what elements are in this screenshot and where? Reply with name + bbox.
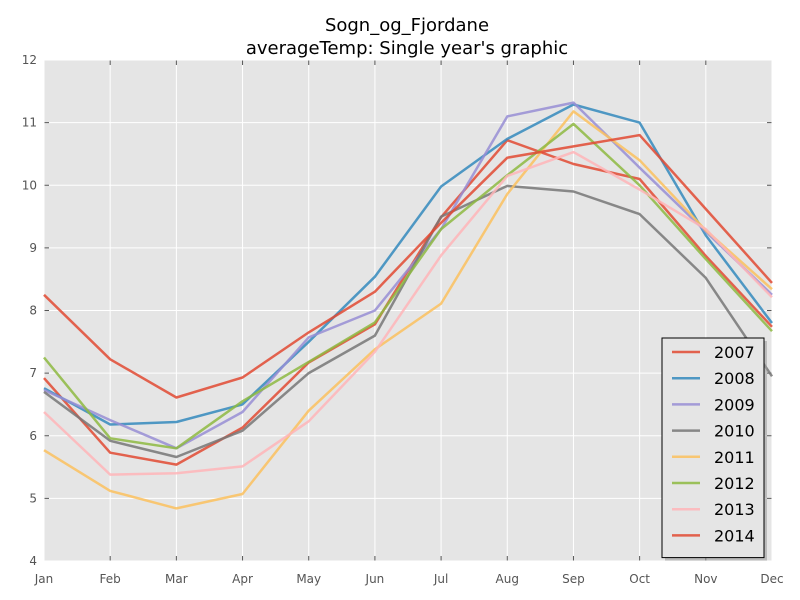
x-tick-label: Sep [562,572,585,586]
y-tick-label: 5 [29,491,37,505]
x-tick-label: Jun [365,572,385,586]
axes: Jan Feb Mar Apr May Jun Jul Aug Sep Oct Nov Dec 4 5 6 7… [22,53,784,586]
series-lines [43,101,774,510]
x-tick-label: Oct [629,572,650,586]
series-line-2011 [43,110,773,510]
legend[interactable]: 2007 2008 2009 2010 2011 2012 2013 2014 [661,337,767,561]
legend-label-2012: 2012 [714,474,755,493]
x-tick-label: Jul [433,572,448,586]
y-tick-label: 9 [29,241,37,255]
x-tick-label: Apr [232,572,253,586]
y-tick-label: 6 [29,429,37,443]
y-tick-label: 12 [22,53,37,67]
y-tick-label: 7 [29,366,37,380]
series-line-2013 [43,150,773,476]
chart-subtitle: averageTemp: Single year's graphic [246,38,568,59]
series-line-2009 [43,101,773,450]
x-tick-label: Mar [165,572,188,586]
x-tick-label: Feb [100,572,121,586]
x-tick-label: Dec [760,572,783,586]
legend-label-2011: 2011 [714,448,755,467]
x-tick-label: May [296,572,321,586]
plot-frame [43,59,773,562]
y-tick-label: 4 [29,554,37,568]
legend-box [661,337,765,559]
legend-label-2007: 2007 [714,343,755,362]
legend-label-2013: 2013 [714,500,755,519]
legend-label-2010: 2010 [714,422,755,441]
chart-title: Sogn_og_Fjordane [325,15,489,36]
x-tick-label: Nov [694,572,717,586]
series-line-2014 [43,133,773,399]
x-tick-label: Aug [496,572,519,586]
y-tick-label: 11 [22,116,37,130]
legend-label-2014: 2014 [714,526,755,545]
legend-label-2008: 2008 [714,369,755,388]
y-tick-label: 10 [22,178,37,192]
y-tick-label: 8 [29,304,37,318]
legend-label-2009: 2009 [714,395,755,414]
series-line-2008 [43,103,773,426]
x-tick-label: Jan [34,572,54,586]
